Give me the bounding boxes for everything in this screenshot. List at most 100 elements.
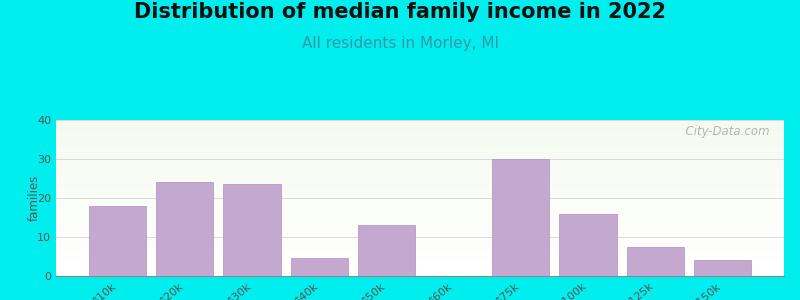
Bar <box>56 221 784 222</box>
Bar <box>56 273 784 274</box>
Bar <box>56 249 784 250</box>
Bar <box>56 165 784 166</box>
Bar <box>56 230 784 231</box>
Bar <box>56 186 784 187</box>
Bar <box>56 270 784 271</box>
Bar <box>56 129 784 130</box>
Bar <box>56 159 784 160</box>
Bar <box>358 225 415 276</box>
Bar <box>56 263 784 264</box>
Bar <box>56 145 784 146</box>
Bar <box>56 272 784 273</box>
Bar <box>56 170 784 171</box>
Bar <box>56 132 784 133</box>
Bar <box>56 237 784 238</box>
Bar <box>56 210 784 211</box>
Bar <box>56 180 784 181</box>
Bar <box>56 216 784 217</box>
Bar <box>56 240 784 241</box>
Bar <box>56 167 784 168</box>
Bar <box>56 160 784 161</box>
Bar <box>56 251 784 252</box>
Bar <box>56 228 784 229</box>
Bar <box>56 271 784 272</box>
Bar <box>56 219 784 220</box>
Bar <box>56 232 784 233</box>
Bar <box>56 198 784 199</box>
Bar <box>56 127 784 128</box>
Bar <box>56 239 784 240</box>
Bar <box>56 185 784 186</box>
Bar <box>56 161 784 162</box>
Bar <box>56 181 784 182</box>
Bar <box>56 227 784 228</box>
Bar <box>56 215 784 216</box>
Bar <box>56 150 784 151</box>
Bar <box>56 176 784 177</box>
Bar <box>56 229 784 230</box>
Bar <box>56 199 784 200</box>
Bar <box>56 196 784 197</box>
Bar <box>56 211 784 212</box>
Bar <box>56 126 784 127</box>
Bar <box>56 140 784 141</box>
Bar <box>56 154 784 155</box>
Bar <box>89 206 146 276</box>
Bar <box>56 187 784 188</box>
Bar <box>56 125 784 126</box>
Bar <box>223 184 281 276</box>
Bar <box>56 178 784 179</box>
Bar <box>56 208 784 209</box>
Bar <box>56 155 784 156</box>
Bar <box>56 192 784 193</box>
Bar <box>56 246 784 247</box>
Bar <box>56 130 784 131</box>
Bar <box>56 207 784 208</box>
Bar <box>56 275 784 276</box>
Bar <box>56 222 784 223</box>
Bar <box>56 124 784 125</box>
Bar <box>56 244 784 245</box>
Bar <box>56 168 784 169</box>
Bar <box>56 253 784 254</box>
Bar <box>56 257 784 258</box>
Bar <box>56 223 784 224</box>
Bar <box>56 274 784 275</box>
Bar <box>56 268 784 269</box>
Bar <box>56 162 784 163</box>
Bar <box>56 214 784 215</box>
Bar <box>56 138 784 139</box>
Bar <box>56 252 784 253</box>
Bar <box>56 264 784 265</box>
Bar <box>56 248 784 249</box>
Bar <box>56 224 784 225</box>
Bar <box>492 159 550 276</box>
Bar <box>56 258 784 259</box>
Bar <box>56 166 784 167</box>
Bar <box>56 153 784 154</box>
Bar <box>56 255 784 256</box>
Bar <box>56 182 784 183</box>
Bar <box>56 241 784 242</box>
Text: All residents in Morley, MI: All residents in Morley, MI <box>302 36 498 51</box>
Bar <box>56 213 784 214</box>
Bar <box>56 200 784 201</box>
Bar <box>56 235 784 236</box>
Bar <box>56 149 784 150</box>
Bar <box>290 258 348 276</box>
Bar <box>56 171 784 172</box>
Bar <box>56 174 784 175</box>
Bar <box>56 188 784 189</box>
Bar <box>56 254 784 255</box>
Bar <box>56 163 784 164</box>
Bar <box>56 157 784 158</box>
Bar <box>156 182 214 276</box>
Bar <box>56 122 784 123</box>
Bar <box>56 144 784 145</box>
Bar <box>56 194 784 195</box>
Bar <box>56 183 784 184</box>
Bar <box>56 233 784 234</box>
Bar <box>56 164 784 165</box>
Bar <box>56 231 784 232</box>
Bar <box>56 148 784 149</box>
